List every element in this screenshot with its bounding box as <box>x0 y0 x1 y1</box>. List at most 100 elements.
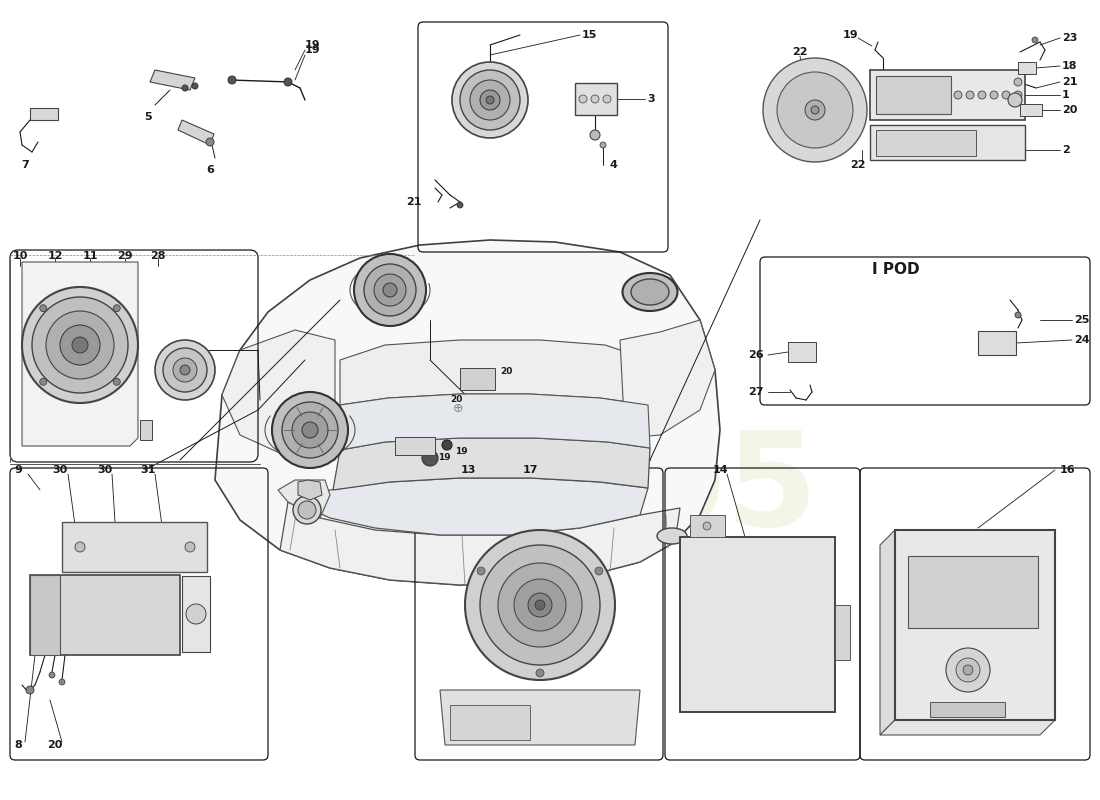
Circle shape <box>591 95 600 103</box>
Bar <box>895 530 1055 720</box>
Circle shape <box>113 305 120 312</box>
Text: 30: 30 <box>98 465 112 475</box>
Circle shape <box>603 95 611 103</box>
Circle shape <box>354 254 426 326</box>
Text: 20: 20 <box>47 740 63 750</box>
Circle shape <box>40 378 46 386</box>
Circle shape <box>40 305 46 312</box>
Text: 4: 4 <box>610 160 618 170</box>
Bar <box>835 605 850 660</box>
Circle shape <box>72 337 88 353</box>
Bar <box>876 130 976 156</box>
Text: 19: 19 <box>305 45 320 55</box>
Polygon shape <box>278 480 330 518</box>
Circle shape <box>1014 91 1022 99</box>
Polygon shape <box>880 530 895 735</box>
Circle shape <box>1002 91 1010 99</box>
Text: 21: 21 <box>407 197 422 207</box>
Text: 5: 5 <box>144 112 152 122</box>
Text: 15: 15 <box>582 30 597 40</box>
Text: 3: 3 <box>647 94 654 104</box>
Bar <box>690 515 725 537</box>
Circle shape <box>173 358 197 382</box>
Text: 20: 20 <box>450 395 462 405</box>
Text: 26: 26 <box>748 350 764 360</box>
Bar <box>870 70 1025 120</box>
Circle shape <box>46 311 114 379</box>
Circle shape <box>990 91 998 99</box>
Bar <box>870 125 1025 160</box>
Polygon shape <box>440 690 640 745</box>
Circle shape <box>1032 37 1038 43</box>
Circle shape <box>946 648 990 692</box>
Circle shape <box>465 530 615 680</box>
Circle shape <box>452 62 528 138</box>
Text: 6: 6 <box>206 165 213 175</box>
Circle shape <box>498 563 582 647</box>
Circle shape <box>293 496 321 524</box>
Circle shape <box>805 100 825 120</box>
Text: 17: 17 <box>522 465 538 475</box>
Circle shape <box>763 58 867 162</box>
Text: 31: 31 <box>141 465 156 475</box>
Bar <box>182 576 210 652</box>
Text: 11: 11 <box>82 251 98 261</box>
Circle shape <box>528 593 552 617</box>
Circle shape <box>292 412 328 448</box>
Polygon shape <box>280 502 680 585</box>
Text: 30: 30 <box>53 465 67 475</box>
Text: 29: 29 <box>118 251 133 261</box>
Circle shape <box>486 96 494 104</box>
Text: 7: 7 <box>21 160 29 170</box>
Text: a passion for cars: a passion for cars <box>351 426 629 454</box>
Bar <box>1018 62 1036 74</box>
Circle shape <box>480 545 600 665</box>
Bar <box>395 437 434 455</box>
Polygon shape <box>295 478 648 535</box>
Bar <box>62 522 207 572</box>
Text: 10: 10 <box>12 251 28 261</box>
Text: 1: 1 <box>1062 90 1069 100</box>
Bar <box>680 537 835 712</box>
Circle shape <box>22 287 138 403</box>
Polygon shape <box>298 480 322 500</box>
Ellipse shape <box>657 528 688 544</box>
Circle shape <box>954 91 962 99</box>
Circle shape <box>579 95 587 103</box>
Circle shape <box>460 70 520 130</box>
Circle shape <box>383 283 397 297</box>
Circle shape <box>703 522 711 530</box>
Circle shape <box>50 672 55 678</box>
Polygon shape <box>620 320 715 438</box>
Bar <box>30 575 180 655</box>
Circle shape <box>185 542 195 552</box>
Bar <box>1020 104 1042 116</box>
Text: 20: 20 <box>1062 105 1077 115</box>
Polygon shape <box>222 330 336 460</box>
Circle shape <box>477 567 485 575</box>
Polygon shape <box>340 340 650 405</box>
Text: 27: 27 <box>748 387 764 397</box>
Bar <box>450 705 530 740</box>
Circle shape <box>163 348 207 392</box>
Text: 13: 13 <box>460 465 475 475</box>
Text: 16: 16 <box>1060 465 1076 475</box>
Circle shape <box>536 669 544 677</box>
Circle shape <box>284 78 292 86</box>
Circle shape <box>302 422 318 438</box>
Text: 28: 28 <box>151 251 166 261</box>
Text: 19: 19 <box>438 454 451 462</box>
Circle shape <box>374 274 406 306</box>
Circle shape <box>422 450 438 466</box>
Bar <box>788 342 816 362</box>
Circle shape <box>113 378 120 386</box>
Circle shape <box>456 202 463 208</box>
Circle shape <box>590 130 600 140</box>
Text: 19: 19 <box>843 30 858 40</box>
Circle shape <box>272 392 348 468</box>
Circle shape <box>228 76 236 84</box>
Circle shape <box>155 340 214 400</box>
Text: 18: 18 <box>1062 61 1078 71</box>
Ellipse shape <box>623 273 678 311</box>
Text: 8: 8 <box>14 740 22 750</box>
